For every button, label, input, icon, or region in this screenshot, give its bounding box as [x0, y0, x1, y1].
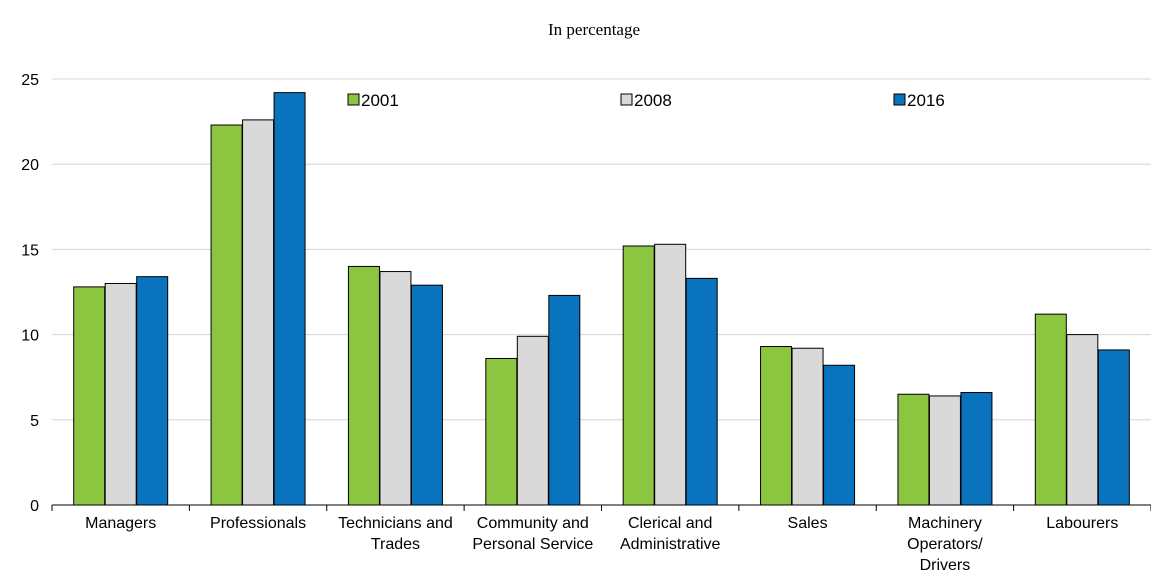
bar-2016: [685, 277, 718, 506]
bar-2008: [654, 243, 687, 506]
bar-2016: [548, 294, 581, 506]
legend-label-2016: 2016: [907, 91, 945, 110]
chart-subtitle: In percentage: [548, 20, 640, 39]
legend: 2001 2008 2016: [347, 91, 945, 110]
category-label: Technicians and: [338, 515, 453, 532]
category-label: Machinery: [908, 515, 982, 532]
bar-2001: [485, 357, 518, 506]
category-label: Trades: [371, 536, 420, 553]
legend-swatch-2008: [620, 93, 633, 106]
category-label: Community and: [477, 515, 589, 532]
legend-label-2008: 2008: [634, 91, 672, 110]
bar-2008: [242, 119, 275, 506]
category-label: Sales: [788, 515, 828, 532]
bar-2008: [928, 395, 961, 506]
bar-2001: [622, 245, 655, 506]
bar-2016: [273, 92, 306, 506]
bar-2016: [136, 276, 169, 506]
legend-swatch-2016: [893, 93, 906, 106]
bar-2001: [347, 265, 380, 506]
bar-2008: [516, 335, 549, 506]
bar-2001: [897, 393, 930, 506]
category-label: Administrative: [620, 536, 721, 553]
category-label: Drivers: [920, 557, 971, 574]
category-labels: Managers Professionals Technicians and Trad…: [85, 515, 1118, 574]
category-label: Clerical and: [628, 515, 712, 532]
category-label: Labourers: [1046, 515, 1118, 532]
bar-2016: [960, 392, 993, 506]
bar-2016: [410, 284, 443, 506]
category-label: Operators/: [907, 536, 983, 553]
y-tick-label: 20: [21, 157, 39, 174]
y-tick-label: 0: [30, 498, 39, 515]
bar-2016: [1097, 349, 1130, 506]
category-label: Professionals: [210, 515, 306, 532]
bar-2008: [104, 282, 137, 506]
legend-label-2001: 2001: [361, 91, 399, 110]
bar-2008: [791, 347, 824, 506]
y-tick-label: 25: [21, 72, 39, 89]
bar-2008: [379, 271, 412, 506]
category-label: Managers: [85, 515, 156, 532]
y-tick-label: 10: [21, 328, 39, 345]
legend-swatch-2001: [347, 93, 360, 106]
bar-2001: [760, 346, 793, 506]
bar-2001: [73, 286, 106, 506]
bars: [73, 92, 1130, 506]
y-tick-label: 15: [21, 242, 39, 259]
bar-2016: [823, 364, 856, 506]
y-tick-label: 5: [30, 413, 39, 430]
bar-2001: [1034, 313, 1067, 506]
y-axis-ticks: 0 5 10 15 20 25: [21, 72, 39, 515]
bar-2001: [210, 124, 243, 506]
x-axis: [51, 504, 1151, 511]
bar-2008: [1066, 334, 1099, 506]
category-label: Personal Service: [472, 536, 593, 553]
